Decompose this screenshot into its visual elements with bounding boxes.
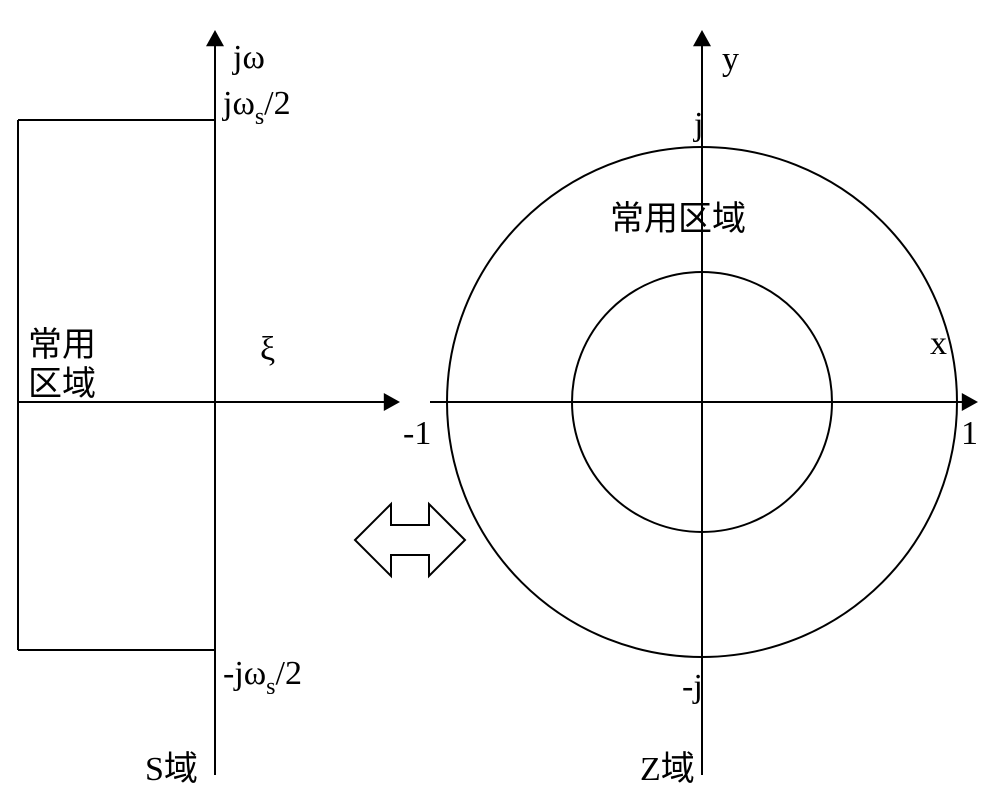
z-x-axis-label: x <box>930 325 947 362</box>
s-domain-label: S域 <box>145 750 198 788</box>
svg-text:-jωs/2: -jωs/2 <box>223 655 302 700</box>
s-region-label-2: 区域 <box>28 365 96 403</box>
mapping-arrow <box>355 504 465 576</box>
s-x-axis-label: ξ <box>260 331 275 368</box>
svg-text:jωs/2: jωs/2 <box>222 85 291 130</box>
s-region-label-1: 常用 <box>28 327 96 364</box>
z-region-label: 常用区域 <box>610 200 746 238</box>
diagram-svg: jω ξ jωs/2 -jωs/2 常用区域 S域 y x 1 -1 j -j 常用区域 Z域 <box>0 0 1000 804</box>
z-tick-neg-y: -j <box>682 668 703 705</box>
z-tick-neg-x: -1 <box>403 415 431 452</box>
z-tick-pos-x: 1 <box>961 415 978 452</box>
s-y-axis-label: jω <box>232 39 265 76</box>
z-y-axis-label: y <box>722 41 739 78</box>
z-domain-label: Z域 <box>640 750 695 788</box>
z-tick-pos-y: j <box>693 106 703 143</box>
diagram-canvas: jω ξ jωs/2 -jωs/2 常用区域 S域 y x 1 -1 j -j 常用区域 Z域 <box>0 0 1000 804</box>
